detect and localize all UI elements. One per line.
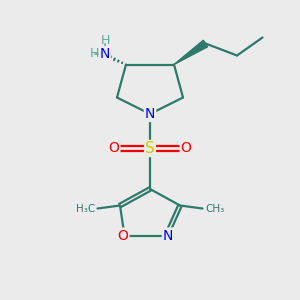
Text: O: O [109,142,119,155]
Text: CH₃: CH₃ [205,203,224,214]
Text: N: N [100,47,110,61]
Polygon shape [174,40,208,64]
Text: N: N [145,107,155,121]
Text: H: H [100,34,110,47]
Text: O: O [118,229,128,242]
Text: H: H [90,47,99,61]
Text: H₃C: H₃C [76,203,95,214]
Text: O: O [181,142,191,155]
Text: S: S [145,141,155,156]
Text: N: N [163,229,173,242]
